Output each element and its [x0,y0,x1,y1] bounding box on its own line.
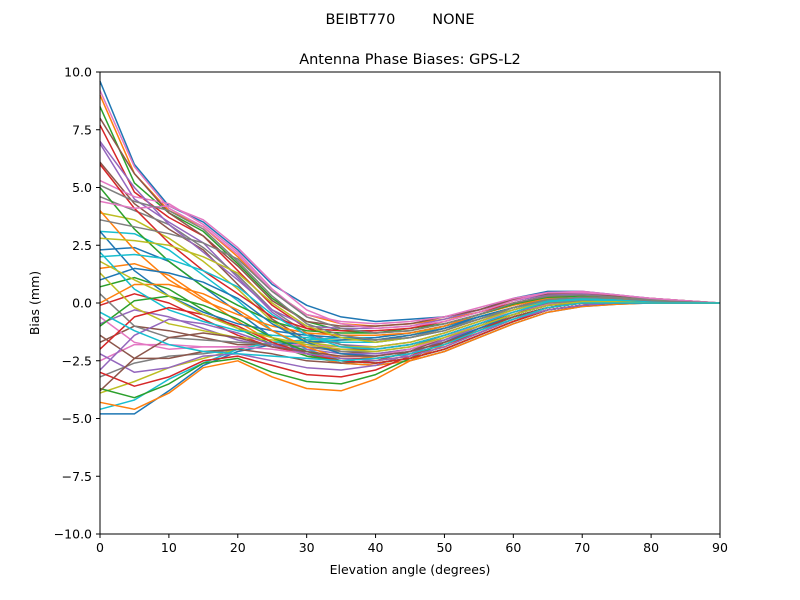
series-line-47 [99,200,721,330]
x-tick-label: 80 [643,540,659,555]
y-tick-label: −7.5 [62,469,92,484]
y-tick-label: 0.0 [72,296,92,311]
x-tick-label: 60 [505,540,521,555]
series-line-40 [99,253,720,350]
y-tick-label: 2.5 [72,238,92,253]
series-line-38 [99,219,721,334]
chart-title: Antenna Phase Biases: GPS-L2 [299,52,521,68]
series-line-50 [99,302,720,362]
y-tick-label: −10.0 [54,527,92,542]
series-line-49 [99,260,720,353]
y-tick-label: 5.0 [72,180,92,195]
x-tick-label: 30 [299,540,315,555]
x-tick-label: 70 [574,540,590,555]
x-axis: 0 10 20 30 40 50 60 70 80 90 [96,534,728,555]
y-axis-label: Bias (mm) [27,271,42,335]
figure-suptitle: BEIBT770 NONE [325,12,474,28]
x-tick-label: 50 [436,540,452,555]
x-tick-label: 10 [161,540,177,555]
x-axis-label: Elevation angle (degrees) [330,562,491,577]
x-tick-label: 0 [96,540,104,555]
x-tick-label: 40 [368,540,384,555]
x-tick-label: 90 [712,540,728,555]
y-axis: −10.0 −7.5 −5.0 −2.5 0.0 2.5 5.0 7.5 10.0 [54,65,100,542]
series-layer [99,80,721,415]
y-tick-label: −5.0 [62,411,92,426]
y-tick-label: 10.0 [64,65,92,80]
y-tick-label: −2.5 [62,353,92,368]
y-tick-label: 7.5 [72,122,92,137]
series-line-36 [99,117,721,327]
x-tick-label: 20 [230,540,246,555]
series-line-48 [99,184,721,341]
